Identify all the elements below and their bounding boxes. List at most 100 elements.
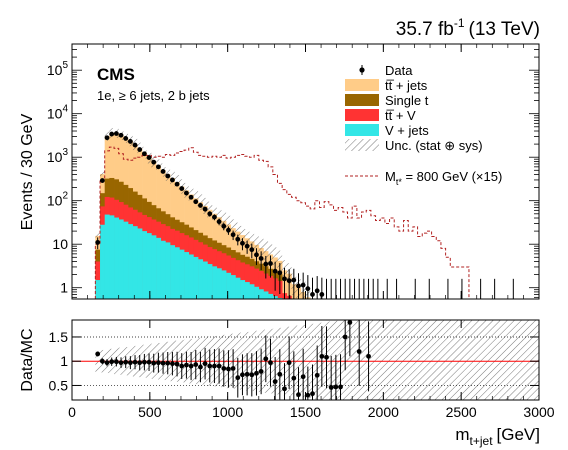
ratio-unc-64 (394, 320, 399, 400)
ratio-point-41 (286, 360, 292, 366)
unc-band-39 (277, 250, 283, 272)
ratio-point-28 (226, 366, 231, 372)
ratio-points (95, 320, 371, 400)
unc-band-23 (202, 197, 208, 214)
x-tick-label-2: 1000 (212, 404, 243, 420)
data-point-21 (193, 199, 199, 205)
data-point-47 (314, 288, 320, 294)
ratio-unc-62 (384, 320, 390, 400)
luminosity-label: 35.7 fb-1 (13 TeV) (396, 16, 540, 40)
data-point-14 (160, 169, 166, 174)
ratio-point-33 (249, 372, 255, 378)
bar-vjets-14 (160, 240, 166, 299)
bar-vjets-22 (198, 259, 204, 299)
ratio-point-19 (184, 362, 189, 368)
data-point-42 (291, 277, 297, 283)
ratio-point-6 (123, 359, 129, 365)
ratio-point-51 (333, 384, 339, 390)
bar-vjets-30 (235, 277, 241, 299)
bar-vjets-18 (179, 249, 185, 299)
ratio-point-17 (174, 361, 180, 367)
legend-item-singlet: Single t (345, 93, 429, 108)
ratio-unc-63 (389, 320, 395, 400)
ratio-y-tick-label-0: 0.5 (49, 377, 69, 393)
data-point-11 (146, 155, 152, 160)
legend-vjets-label: V + jets (385, 123, 429, 138)
ratio-unc-93 (529, 320, 535, 400)
data-point-40 (282, 276, 287, 282)
unc-band-24 (207, 201, 213, 218)
bar-ttv-36 (263, 273, 269, 299)
ratio-point-36 (263, 356, 269, 362)
x-tick-label-4: 2000 (368, 404, 399, 420)
ratio-point-7 (127, 360, 133, 366)
data-point-9 (137, 147, 143, 152)
bar-vjets-11 (146, 233, 152, 299)
data-point-18 (179, 186, 185, 191)
ratio-point-13 (155, 360, 161, 366)
bar-vjets-17 (174, 247, 180, 299)
bar-vjets-29 (230, 275, 236, 299)
bar-vjets-9 (137, 228, 143, 299)
ratio-unc-79 (464, 320, 469, 400)
unc-band-34 (254, 235, 259, 255)
legend-data-marker (359, 67, 365, 73)
unc-band-28 (226, 215, 231, 234)
x-axis-label: mt+jet [GeV] (455, 425, 540, 448)
y-tick-label-4: 105 (47, 60, 69, 78)
data-point-48 (319, 292, 325, 297)
legend-vjets-swatch (345, 124, 379, 136)
ratio-point-39 (277, 371, 283, 377)
ratio-point-50 (328, 384, 334, 390)
bar-vjets-20 (188, 254, 194, 299)
bar-vjets-3 (109, 215, 115, 299)
data-point-26 (216, 219, 222, 225)
legend-data-label: Data (385, 63, 413, 78)
bar-vjets-31 (240, 280, 246, 299)
ratio-unc-90 (515, 320, 521, 400)
data-point-15 (165, 173, 171, 179)
legend-item-ttjets: tt̅ + jets (345, 78, 428, 93)
y-tick-label-3: 104 (47, 104, 69, 122)
data-point-36 (263, 261, 269, 267)
ratio-unc-60 (375, 320, 381, 400)
bar-ttv-35 (258, 271, 264, 299)
ratio-unc-65 (398, 320, 404, 400)
bar-vjets-35 (258, 289, 264, 299)
bar-vjets-4 (114, 217, 119, 299)
data-point-22 (198, 202, 203, 208)
bar-vjets-10 (142, 231, 148, 299)
unc-band-26 (216, 208, 222, 226)
bar-vjets-12 (151, 235, 157, 299)
ratio-point-37 (268, 360, 273, 366)
data-point-38 (272, 268, 278, 274)
unc-band-25 (212, 205, 217, 222)
ratio-point-52 (338, 384, 343, 390)
data-point-37 (268, 261, 273, 266)
data-point-46 (310, 292, 315, 297)
data-point-1 (99, 178, 105, 183)
unc-band-32 (244, 229, 250, 248)
x-tick-label-6: 3000 (523, 404, 554, 420)
bar-vjets-33 (249, 284, 255, 299)
experiment-label: CMS (97, 65, 135, 84)
legend-unc-label: Unc. (stat ⊕ sys) (385, 138, 483, 153)
ratio-point-25 (212, 363, 217, 369)
ratio-unc-82 (478, 320, 483, 400)
data-point-34 (254, 252, 259, 258)
bar-vjets-0 (95, 280, 101, 299)
data-point-24 (207, 211, 213, 217)
ratio-unc-89 (510, 320, 516, 400)
ratio-unc-72 (431, 320, 437, 400)
ratio-unc-70 (422, 320, 427, 400)
ratio-point-49 (324, 354, 329, 360)
data-point-8 (132, 142, 138, 148)
legend-ttv-label: tt̅ + V (385, 108, 416, 123)
x-tick-label-5: 2500 (446, 404, 477, 420)
bar-vjets-5 (118, 219, 124, 299)
bar-vjets-28 (226, 272, 232, 299)
ratio-point-2 (104, 360, 110, 366)
bar-ttv-33 (249, 266, 255, 299)
ratio-unc-61 (380, 320, 385, 400)
bar-vjets-27 (221, 270, 227, 299)
